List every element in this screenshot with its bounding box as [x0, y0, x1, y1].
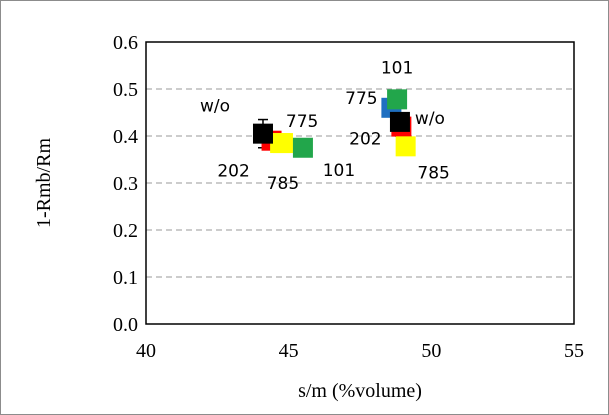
- y-tick-label: 0.4: [113, 126, 138, 148]
- data-points: [252, 89, 416, 158]
- data-point-label: w/o: [200, 97, 230, 117]
- data-point-marker: [387, 89, 408, 110]
- data-point-marker: [252, 123, 273, 144]
- data-point-label: 202: [349, 130, 381, 150]
- x-tick-label: 45: [279, 340, 299, 362]
- data-point-label: 785: [267, 174, 299, 194]
- data-point-label: 775: [345, 89, 377, 109]
- data-point-label: w/o: [415, 109, 445, 129]
- x-tick-label: 55: [564, 340, 584, 362]
- x-tick-label: 50: [421, 340, 441, 362]
- data-point-label: 775: [286, 112, 318, 132]
- plot-area: [145, 41, 575, 325]
- tick-labels: 0.0 0.1 0.2 0.3 0.4 0.5 0.6 40 45 50 55: [113, 32, 584, 362]
- y-axis-title: 1-Rmb/Rm: [33, 138, 55, 228]
- y-tick-label: 0.5: [113, 79, 138, 101]
- data-point-marker: [389, 111, 410, 132]
- data-point-marker: [292, 137, 313, 158]
- data-point-marker: [270, 133, 291, 154]
- y-tick-label: 0.6: [113, 32, 138, 54]
- y-tick-label: 0.0: [113, 314, 138, 336]
- data-point-label: 101: [381, 58, 413, 78]
- data-point-marker: [395, 136, 416, 157]
- y-tick-label: 0.1: [113, 267, 138, 289]
- x-tick-label: 40: [136, 340, 156, 362]
- y-tick-label: 0.2: [113, 220, 138, 242]
- grid-lines: [146, 88, 574, 278]
- data-point-label: 101: [323, 161, 355, 181]
- x-axis-title: s/m (%volume): [298, 380, 422, 402]
- data-point-label: 202: [217, 162, 249, 182]
- data-point-label: 785: [417, 163, 449, 183]
- y-tick-label: 0.3: [113, 173, 138, 195]
